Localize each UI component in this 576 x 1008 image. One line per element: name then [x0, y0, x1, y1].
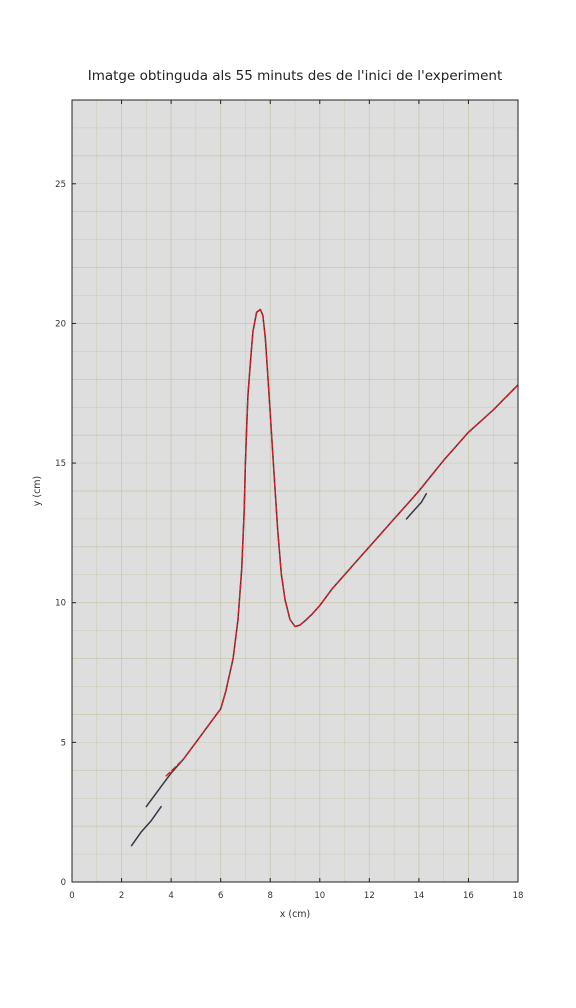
x-tick-label: 10	[314, 891, 325, 901]
y-tick-label: 0	[61, 878, 66, 888]
x-tick-label: 14	[413, 891, 424, 901]
plot-frame	[71, 99, 519, 883]
x-axis-label: x (cm)	[280, 909, 311, 920]
trace-line-series-2	[130, 805, 162, 847]
trace-line-series-3	[405, 493, 428, 520]
chart-title: Imatge obtinguda als 55 minuts des de l'…	[88, 68, 503, 84]
y-tick-label: 5	[61, 738, 66, 748]
x-tick-label: 18	[513, 891, 524, 901]
y-tick-label: 20	[55, 319, 66, 329]
y-tick-label: 10	[55, 599, 66, 609]
y-tick-label: 25	[55, 180, 66, 190]
y-axis-label: y (cm)	[32, 476, 43, 507]
x-tick-label: 2	[119, 891, 124, 901]
fit-line-series-1	[165, 308, 518, 777]
paper-grid	[72, 100, 518, 882]
series-layer	[130, 308, 518, 847]
x-tick-label: 0	[69, 891, 74, 901]
tick-layer: 0 2 4 6 8 10 12 14 16 18 0 5 10 15 20 25	[55, 100, 523, 901]
x-tick-label: 6	[218, 891, 223, 901]
x-tick-label: 4	[168, 891, 173, 901]
x-tick-label: 12	[364, 891, 375, 901]
x-tick-label: 16	[463, 891, 474, 901]
y-tick-label: 15	[55, 459, 66, 469]
x-tick-label: 8	[268, 891, 273, 901]
